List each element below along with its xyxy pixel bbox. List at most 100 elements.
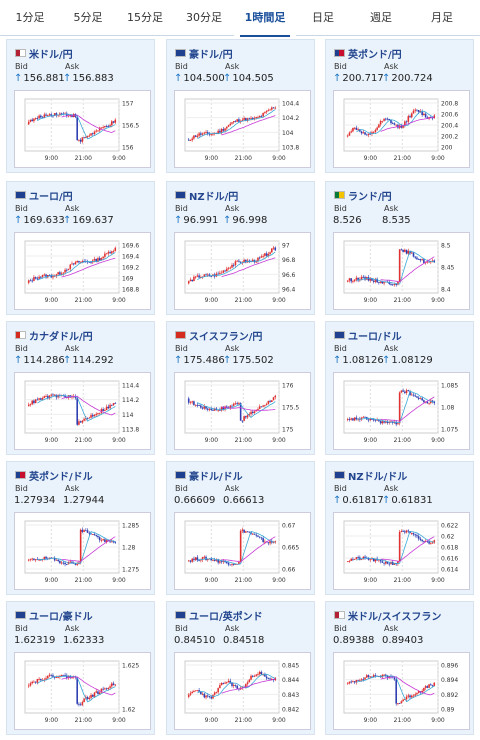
candle-body <box>421 398 423 401</box>
candle-body <box>248 414 251 416</box>
rate-card[interactable]: 米ドル/スイスフラン Bid Ask 0.89388 0.89403 0.896 0.894… <box>325 601 474 735</box>
pair-title[interactable]: ユーロ/円 <box>15 188 73 203</box>
tab-1[interactable]: 5分足 <box>73 10 103 24</box>
rate-card[interactable]: 豪ドル/ドル Bid Ask 0.66609 0.66613 0.67 0.665 0.66 9… <box>166 461 315 595</box>
long-ma-line <box>221 257 276 278</box>
pair-title[interactable]: 豪ドル/円 <box>175 46 233 61</box>
long-ma-line <box>221 678 276 694</box>
pair-title[interactable]: 英ポンド/円 <box>334 46 402 61</box>
rate-card[interactable]: ユーロ/円 Bid Ask ↑169.633 ↑169.637 169.6 169.4 169… <box>6 181 155 315</box>
pair-title[interactable]: 米ドル/スイスフラン <box>334 608 441 623</box>
y-tick-label: 1.285 <box>122 523 139 530</box>
rate-card[interactable]: スイスフラン/円 Bid Ask ↑175.486 ↑175.502 176 175.5 17… <box>166 321 315 455</box>
pair-title[interactable]: 豪ドル/ドル <box>175 468 243 483</box>
candle-body <box>430 261 432 263</box>
candle-body <box>219 272 221 274</box>
pair-title[interactable]: ランド/円 <box>334 188 392 203</box>
mini-chart[interactable]: 1.625 1.62 9:00 21:00 9:00 <box>14 652 151 730</box>
candle-body <box>265 110 268 113</box>
ask-value-text: 96.998 <box>232 215 268 226</box>
candle-body <box>234 564 237 565</box>
candle-body <box>38 678 40 680</box>
candle-body <box>231 682 233 686</box>
short-ma-line <box>37 252 116 281</box>
pair-title[interactable]: ユーロ/ドル <box>334 328 402 343</box>
mini-chart[interactable]: 0.845 0.844 0.843 0.842 9:00 21:00 9:00 <box>174 652 311 730</box>
candle-body <box>414 694 417 696</box>
mini-chart[interactable]: 114.4 114.2 114 113.8 9:00 21:00 9:00 <box>14 372 151 450</box>
candle-body <box>50 674 53 676</box>
candle-body <box>52 675 54 677</box>
bid-value: ↑0.61817 <box>333 495 384 506</box>
mini-chart[interactable]: 0.896 0.894 0.892 0.89 9:00 21:00 9:00 <box>333 652 470 730</box>
tab-7[interactable]: 月足 <box>431 10 453 24</box>
candle-body <box>45 556 47 559</box>
candle-body <box>257 535 259 537</box>
candle-body <box>189 402 192 404</box>
long-ma-line <box>380 536 435 562</box>
pair-name: ユーロ/英ポンド <box>189 611 263 623</box>
tab-6[interactable]: 週足 <box>370 10 392 24</box>
pair-title[interactable]: 英ポンド/ドル <box>15 468 93 483</box>
candle-body <box>245 416 247 418</box>
tab-0[interactable]: 1分足 <box>15 10 45 24</box>
mini-chart[interactable]: 169.6 169.4 169.2 169 168.8 9:00 21:00 9:00 <box>14 232 151 310</box>
pair-title[interactable]: NZドル/円 <box>175 188 238 203</box>
pair-title[interactable]: NZドル/ドル <box>334 468 407 483</box>
rate-card[interactable]: 英ポンド/ドル Bid Ask 1.27934 1.27944 1.285 1.28 1.27… <box>6 461 155 595</box>
mini-chart[interactable]: 0.67 0.665 0.66 9:00 21:00 9:00 <box>174 512 311 590</box>
tab-2[interactable]: 15分足 <box>127 10 163 24</box>
candle-body <box>410 113 413 118</box>
candle-body <box>267 400 270 404</box>
pair-name: ユーロ/円 <box>29 191 73 203</box>
candle-body <box>114 684 117 686</box>
rate-card[interactable]: 豪ドル/円 Bid Ask ↑104.500 ↑104.505 104.4 104.2 104… <box>166 39 315 173</box>
long-ma-line <box>61 257 116 278</box>
rate-card[interactable]: ユーロ/英ポンド Bid Ask 0.84510 0.84518 0.845 0.844 0.… <box>166 601 315 735</box>
pair-title[interactable]: ユーロ/英ポンド <box>175 608 263 623</box>
candle-body <box>410 394 413 396</box>
candle-body <box>364 132 366 135</box>
candle-body <box>105 540 108 542</box>
rate-card[interactable]: ランド/円 Bid Ask 8.526 8.535 8.5 8.45 8.4 9:00 21:00… <box>325 181 474 315</box>
candle-body <box>29 558 32 560</box>
rate-card[interactable]: NZドル/円 Bid Ask ↑96.991 ↑96.998 97 96.8 96.6 96.4… <box>166 181 315 315</box>
candle-body <box>231 564 233 565</box>
rate-card[interactable]: 英ポンド/円 Bid Ask ↑200.717 ↑200.724 200.8 200.6 20… <box>325 39 474 173</box>
x-tick-label: 9:00 <box>364 577 378 584</box>
candle-body <box>253 411 256 413</box>
rate-card[interactable]: カナダドル/円 Bid Ask ↑114.286 ↑114.292 114.4 114.2 1… <box>6 321 155 455</box>
candle-body <box>220 682 223 686</box>
mini-chart[interactable]: 0.622 0.62 0.618 0.616 0.614 9:00 21:00 9:00 <box>333 512 470 590</box>
candle-body <box>187 398 190 403</box>
rate-card[interactable]: ユーロ/ドル Bid Ask ↑1.08126 ↑1.08129 1.085 1.08 1.0… <box>325 321 474 455</box>
mini-chart[interactable]: 1.085 1.08 1.075 9:00 21:00 9:00 <box>333 372 470 450</box>
x-tick-label: 21:00 <box>235 155 252 162</box>
rate-card[interactable]: ユーロ/豪ドル Bid Ask 1.62319 1.62333 1.625 1.62 9:00… <box>6 601 155 735</box>
mini-chart[interactable]: 1.285 1.28 1.275 9:00 21:00 9:00 <box>14 512 151 590</box>
candle-body <box>364 416 366 418</box>
mini-chart[interactable]: 176 175.5 175 9:00 21:00 9:00 <box>174 372 311 450</box>
rate-card[interactable]: NZドル/ドル Bid Ask ↑0.61817 ↑0.61831 0.622 0.62 0.… <box>325 461 474 595</box>
mini-chart[interactable]: 157 156.5 156 9:00 21:00 9:00 <box>14 90 151 168</box>
mini-chart[interactable]: 200.8 200.6 200.4 200.2 200 9:00 21:00 9:00 <box>333 90 470 168</box>
candle-body <box>241 529 244 531</box>
pair-title[interactable]: 米ドル/円 <box>15 46 73 61</box>
candle-body <box>69 561 72 563</box>
candle-body <box>353 559 356 560</box>
tab-3[interactable]: 30分足 <box>186 10 222 24</box>
tab-5[interactable]: 日足 <box>312 10 334 24</box>
rate-card[interactable]: 米ドル/円 Bid Ask ↑156.881 ↑156.883 157 156.5 156 9:… <box>6 39 155 173</box>
long-ma-line <box>61 395 116 416</box>
mini-chart[interactable]: 97 96.8 96.6 96.4 9:00 21:00 9:00 <box>174 232 311 310</box>
up-arrow-icon: ↑ <box>223 355 232 366</box>
candle-body <box>231 264 233 268</box>
tab-4[interactable]: 1時間足 <box>234 0 296 37</box>
mini-chart[interactable]: 104.4 104.2 104 103.8 9:00 21:00 9:00 <box>174 90 311 168</box>
pair-title[interactable]: スイスフラン/円 <box>175 328 262 343</box>
mini-chart[interactable]: 8.5 8.45 8.4 9:00 21:00 9:00 <box>333 232 470 310</box>
pair-title[interactable]: ユーロ/豪ドル <box>15 608 93 623</box>
pair-title[interactable]: カナダドル/円 <box>15 328 93 343</box>
candle-body <box>250 117 252 119</box>
bid-label: Bid <box>175 62 188 71</box>
